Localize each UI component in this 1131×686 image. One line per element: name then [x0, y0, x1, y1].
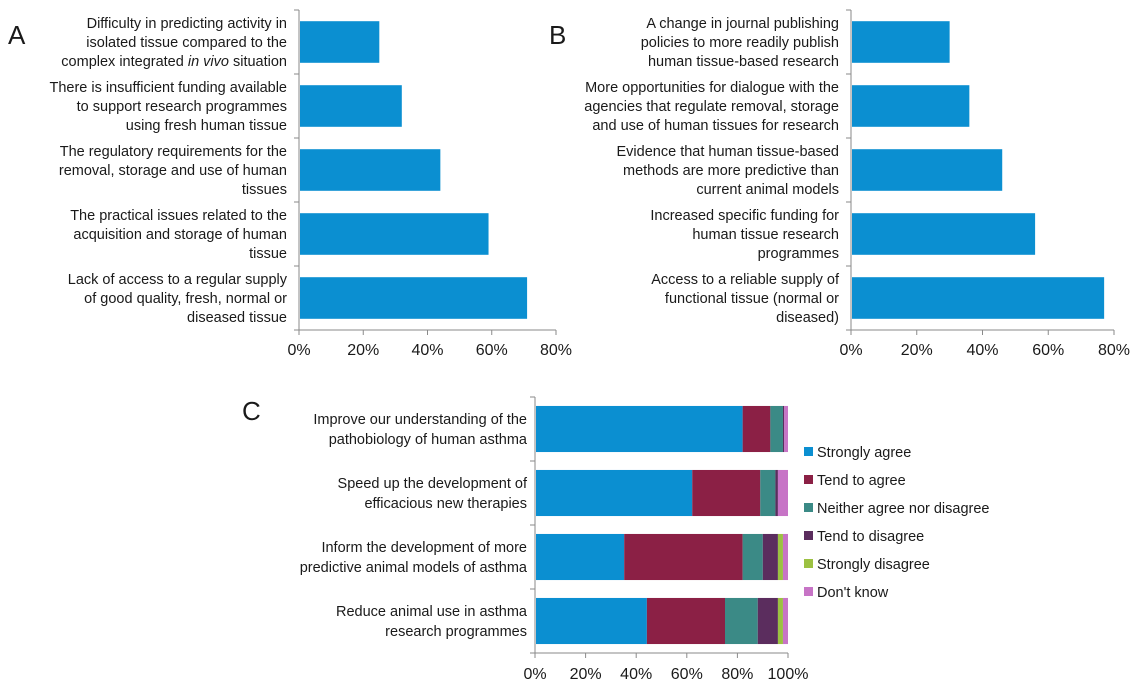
bar [852, 149, 1002, 191]
bar [300, 21, 379, 63]
category-label: Reduce animal use in asthma research prog… [336, 604, 528, 640]
panel-b-chart: A change in journal publishing policies t… [584, 10, 1130, 359]
category-label: Evidence that human tissue-based methods … [617, 144, 839, 198]
bar [852, 213, 1035, 255]
category-label: The practical issues related to the acqui… [70, 208, 287, 262]
legend-swatch [804, 531, 813, 540]
stacked-bar-segment [760, 470, 775, 516]
x-tick-label: 20% [347, 342, 379, 359]
panel-a-chart: Difficulty in predicting activity in isol… [49, 10, 572, 359]
panel-letter-b: B [549, 20, 566, 50]
stacked-bar-segment [743, 534, 763, 580]
category-label: Increased specific funding for human tiss… [650, 208, 839, 262]
stacked-bar-segment [536, 406, 743, 452]
legend-label: Tend to agree [817, 473, 906, 489]
legend-label: Tend to disagree [817, 529, 924, 545]
x-tick-label: 0% [839, 342, 862, 359]
stacked-bar-segment [763, 534, 778, 580]
bar [852, 85, 969, 127]
stacked-bar-segment [536, 598, 647, 644]
bar [852, 277, 1104, 319]
x-tick-label: 0% [523, 666, 546, 683]
x-tick-label: 80% [540, 342, 572, 359]
x-tick-label: 60% [476, 342, 508, 359]
x-tick-label: 40% [620, 666, 652, 683]
x-tick-label: 60% [1032, 342, 1064, 359]
legend-label: Neither agree nor disagree [817, 501, 990, 517]
category-label: Access to a reliable supply of functional… [651, 272, 840, 326]
stacked-bar-segment [783, 598, 788, 644]
stacked-bar-segment [778, 534, 783, 580]
category-label: Speed up the development of efficacious n… [338, 476, 528, 512]
stacked-bar-segment [743, 406, 771, 452]
x-tick-label: 80% [721, 666, 753, 683]
category-label: Difficulty in predicting activity in isol… [61, 16, 287, 70]
legend-swatch [804, 587, 813, 596]
x-tick-label: 40% [411, 342, 443, 359]
x-tick-label: 20% [901, 342, 933, 359]
category-label: More opportunities for dialogue with the… [584, 80, 839, 134]
stacked-bar-segment [536, 470, 692, 516]
legend-swatch [804, 447, 813, 456]
stacked-bar-segment [725, 598, 758, 644]
x-tick-label: 60% [671, 666, 703, 683]
bar [852, 21, 950, 63]
bar [300, 149, 440, 191]
legend-swatch [804, 475, 813, 484]
category-label: The regulatory requirements for the remov… [59, 144, 287, 198]
legend-swatch [804, 559, 813, 568]
x-tick-label: 0% [287, 342, 310, 359]
category-label: A change in journal publishing policies t… [641, 16, 839, 70]
category-label: There is insufficient funding available t… [49, 80, 287, 134]
legend-label: Strongly disagree [817, 557, 930, 573]
bar [300, 213, 489, 255]
x-tick-label: 80% [1098, 342, 1130, 359]
bar [300, 85, 402, 127]
x-tick-label: 100% [768, 666, 809, 683]
panel-c-chart: Improve our understanding of the pathobio… [300, 397, 990, 683]
legend-label: Strongly agree [817, 445, 911, 461]
stacked-bar-segment [758, 598, 778, 644]
stacked-bar-segment [775, 470, 778, 516]
stacked-bar-segment [692, 470, 760, 516]
legend-label: Don't know [817, 585, 889, 601]
bar [300, 277, 527, 319]
category-label: Inform the development of more predictive… [300, 540, 528, 576]
x-tick-label: 20% [570, 666, 602, 683]
stacked-bar-segment [647, 598, 725, 644]
stacked-bar-segment [770, 406, 783, 452]
stacked-bar-segment [778, 470, 788, 516]
category-label: Lack of access to a regular supply of goo… [68, 272, 288, 326]
legend-swatch [804, 503, 813, 512]
stacked-bar-segment [536, 534, 624, 580]
stacked-bar-segment [783, 406, 784, 452]
category-label: Improve our understanding of the pathobio… [313, 412, 528, 448]
stacked-bar-segment [778, 598, 783, 644]
panel-letter-c: C [242, 396, 261, 426]
panel-letter-a: A [8, 20, 26, 50]
stacked-bar-segment [783, 534, 788, 580]
stacked-bar-segment [784, 406, 788, 452]
stacked-bar-segment [624, 534, 742, 580]
x-tick-label: 40% [966, 342, 998, 359]
